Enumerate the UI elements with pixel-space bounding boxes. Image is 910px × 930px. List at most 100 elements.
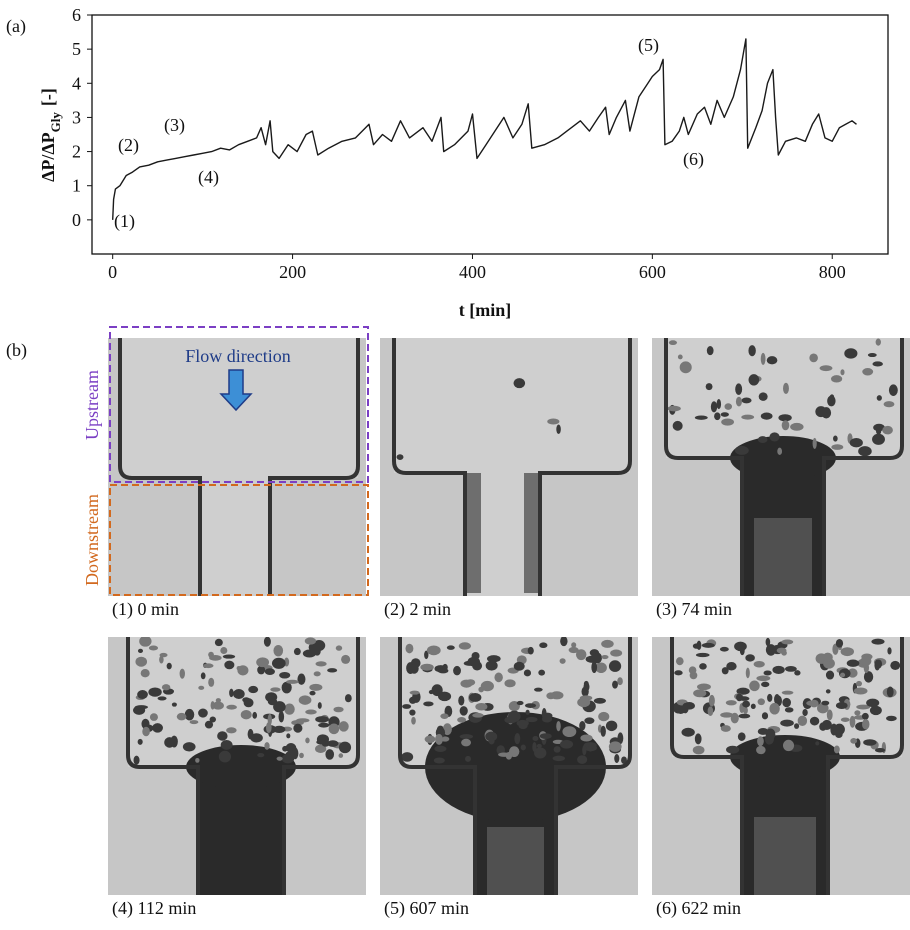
particle [240,709,252,720]
particle [140,669,150,678]
particle [264,668,275,676]
particle [295,718,310,723]
particle [525,716,538,723]
particle [516,700,524,706]
wall [398,637,477,895]
particle [833,745,840,754]
particle [726,745,740,754]
particle [252,711,258,719]
particle [210,701,215,710]
particle [764,733,774,745]
particle [849,715,856,728]
particle [159,652,168,658]
particle [675,657,684,666]
particle [809,353,818,363]
particle [550,691,564,700]
particle [707,706,714,716]
caption: (5) 607 min [384,898,469,919]
particle [148,645,159,651]
particle [312,639,326,651]
particle [856,704,871,710]
particle [189,720,199,725]
upstream-box [109,326,369,483]
particle [278,711,285,723]
particle [226,704,237,710]
deposit-light [487,827,544,895]
particle [504,679,516,688]
particle [667,405,681,412]
particle [595,662,607,674]
particle [198,708,208,718]
particle [769,432,780,442]
particle [869,705,882,716]
particle [882,425,893,435]
micrograph [652,338,910,596]
particle [215,698,221,703]
region-label: Upstream [82,370,102,440]
particle [559,739,574,749]
particle [774,694,780,705]
particle [741,397,752,404]
particle [435,733,443,745]
particle [886,686,894,698]
particle [726,662,737,671]
particle [316,739,327,745]
particle [584,717,595,724]
particle [601,639,614,648]
x-tick-label: 600 [639,262,666,282]
particle [209,655,222,661]
particle [830,723,838,736]
particle [525,709,530,715]
y-tick-label: 6 [72,5,81,25]
particle [305,709,317,715]
particle [286,733,291,739]
particle [571,642,577,648]
particle [817,702,829,714]
particle [797,715,808,727]
deposit [467,473,481,593]
particle [681,727,695,737]
caption: (6) 622 min [656,898,741,919]
particle [293,723,303,733]
particle [721,418,735,426]
caption: (4) 112 min [112,898,196,919]
particle [780,719,794,727]
particle [137,738,143,745]
particle [701,642,715,648]
particle [850,738,858,744]
particle [679,361,692,374]
wall [126,637,200,895]
particle [184,708,195,721]
particle [198,685,205,690]
particle [214,638,223,647]
particle [748,345,756,357]
particle [328,723,340,735]
particle [821,719,832,731]
particle [520,744,526,751]
particle [738,713,751,719]
particle [757,736,764,747]
particle [831,444,844,450]
particle [720,712,734,718]
particle [784,707,794,713]
wall [822,338,904,596]
particle [812,437,817,450]
particle [453,665,461,676]
particle [710,401,718,413]
particle [233,689,245,700]
particle [264,742,270,750]
particle [714,412,721,421]
particle [286,679,299,684]
y-tick-label: 2 [72,142,81,162]
particle [226,727,237,734]
y-label-main: ΔP/ΔP [38,132,58,182]
particle [697,683,711,691]
particle [281,753,295,764]
particle [152,723,163,733]
particle [734,641,747,652]
particle [587,745,593,752]
particle [825,670,835,680]
particle [692,643,701,649]
particle [568,646,579,654]
